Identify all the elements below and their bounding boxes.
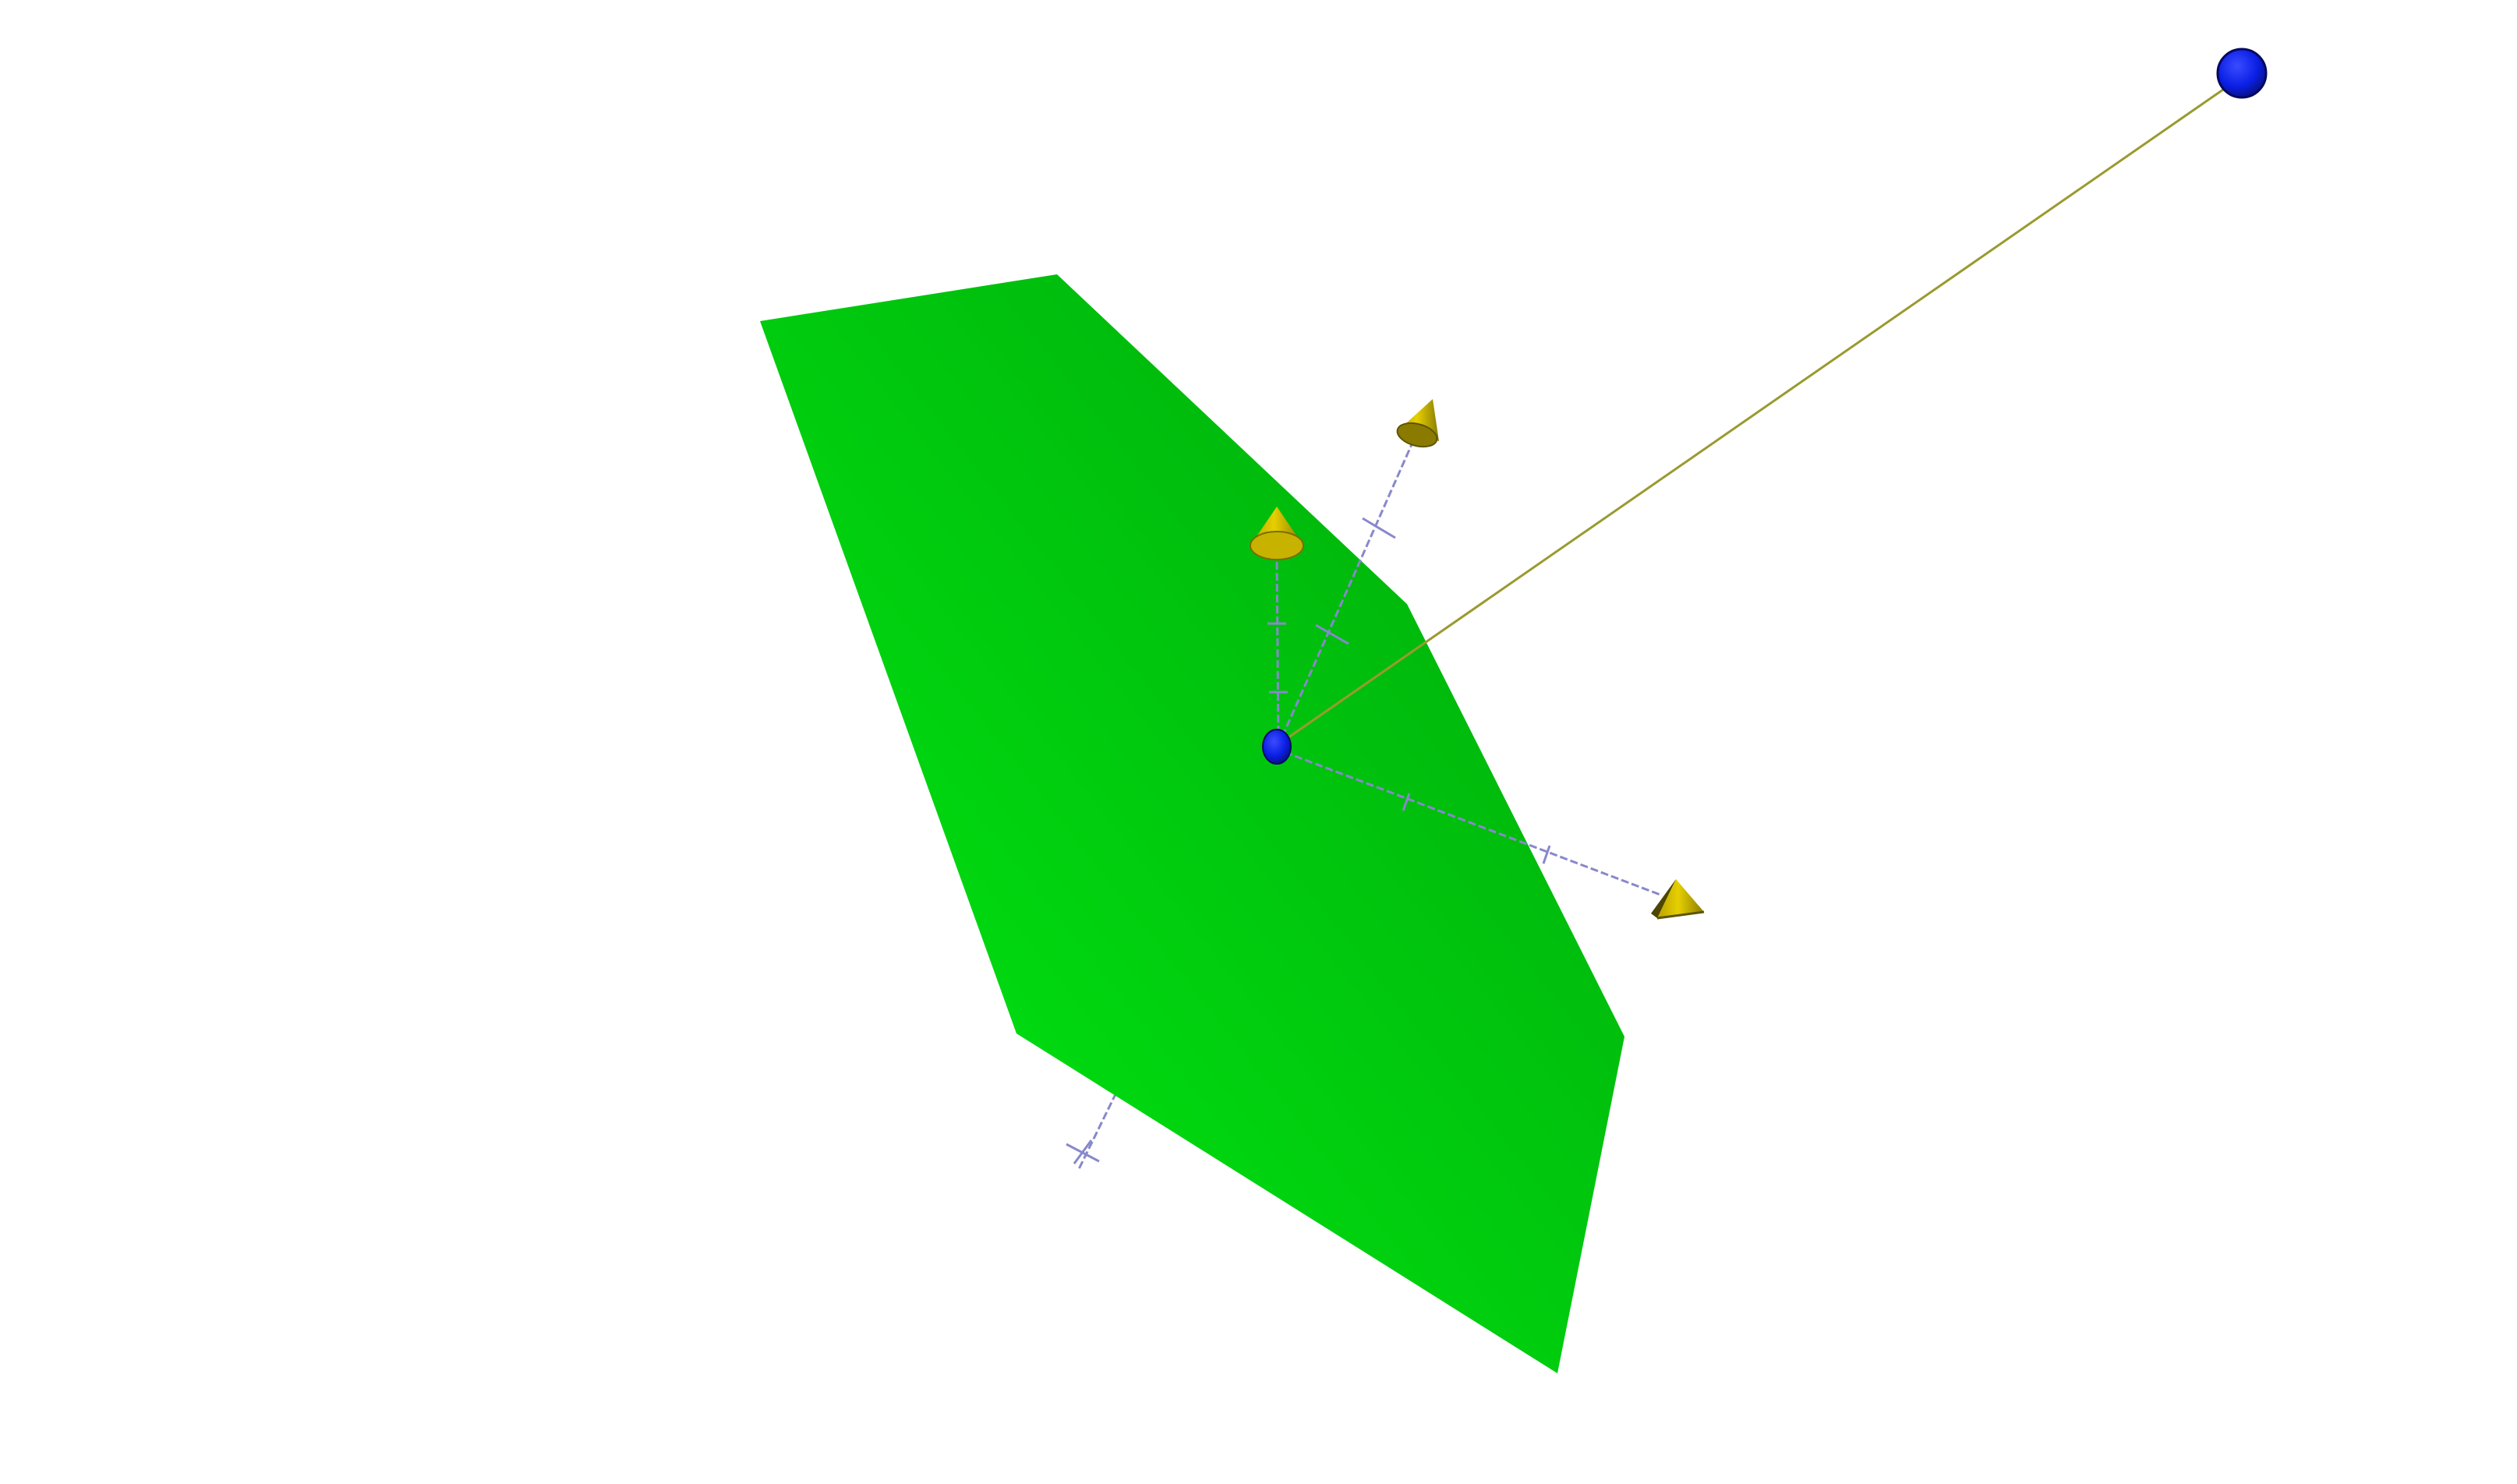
cone-arrow-icon — [1250, 507, 1304, 560]
axis-lower-left — [1066, 1092, 1118, 1171]
cone-arrow-icon — [1651, 879, 1705, 920]
axis-right — [1284, 751, 1705, 920]
axis-tick — [1362, 517, 1396, 539]
far-sphere — [2216, 48, 2268, 99]
origin-sphere — [1262, 729, 1292, 765]
axis-tick — [1073, 1140, 1093, 1164]
connector-line — [1278, 83, 2232, 746]
axis-tick — [1402, 793, 1411, 811]
axis-up — [1250, 507, 1304, 745]
axis-tick — [1315, 624, 1349, 645]
cone-arrow-icon — [1396, 399, 1439, 448]
hexagonal-plane — [760, 274, 1624, 1373]
axis-upper-right — [1281, 399, 1439, 737]
axis-tick — [1542, 845, 1551, 864]
